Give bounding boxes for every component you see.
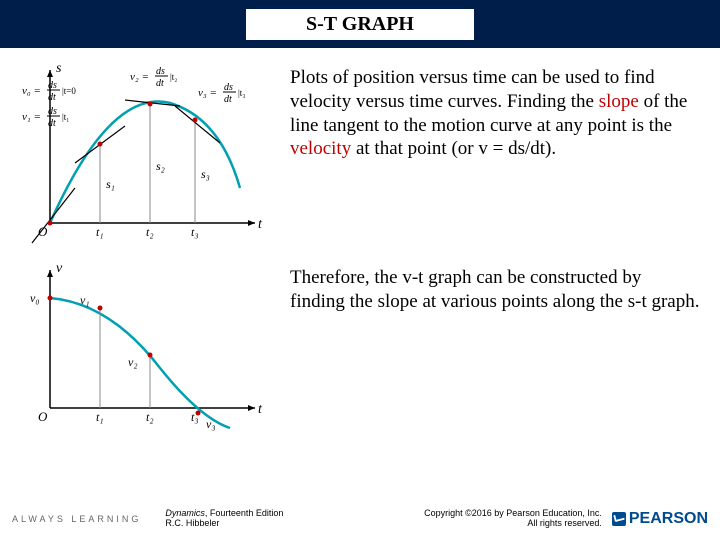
pearson-logo: PEARSON — [612, 510, 708, 528]
svg-text:|t=0: |t=0 — [62, 86, 76, 96]
svg-text:t₂: t₂ — [146, 225, 154, 239]
copyright-line1: Copyright ©2016 by Pearson Education, In… — [424, 508, 602, 518]
svg-text:v: v — [56, 261, 63, 276]
copyright: Copyright ©2016 by Pearson Education, In… — [424, 509, 602, 529]
svg-text:ds: ds — [48, 80, 57, 91]
svg-text:s₃: s₃ — [201, 167, 210, 181]
row-2: v t O t₁ t₂ t₃ v₀ v₁ — [20, 258, 700, 438]
pearson-text: PEARSON — [629, 510, 708, 528]
svg-text:O: O — [38, 224, 48, 239]
pearson-mark-icon — [612, 512, 626, 526]
st-graph: s t O t₁ t₂ — [20, 58, 270, 248]
svg-text:t: t — [258, 402, 263, 417]
content-area: s t O t₁ t₂ — [0, 48, 720, 438]
footer: ALWAYS LEARNING Dynamics, Fourteenth Edi… — [0, 502, 720, 540]
svg-text:t: t — [258, 217, 263, 232]
svg-text:t₁: t₁ — [96, 225, 104, 239]
book-credit: Dynamics, Fourteenth Edition R.C. Hibbel… — [165, 509, 283, 529]
svg-text:O: O — [38, 409, 48, 424]
svg-text:|t₁: |t₁ — [62, 112, 69, 122]
svg-text:v₃: v₃ — [206, 417, 216, 431]
svg-text:t₃: t₃ — [191, 410, 199, 424]
svg-text:v₀: v₀ — [30, 291, 40, 305]
svg-text:v₁ =: v₁ = — [22, 111, 41, 123]
svg-text:s₂: s₂ — [156, 159, 165, 173]
svg-text:t₁: t₁ — [96, 410, 104, 424]
footer-right: Copyright ©2016 by Pearson Education, In… — [424, 509, 708, 529]
svg-text:ds: ds — [224, 82, 233, 93]
svg-text:ds: ds — [48, 106, 57, 117]
book-edition: , Fourteenth Edition — [205, 508, 284, 518]
svg-text:s: s — [56, 61, 62, 76]
paragraph-2: Therefore, the v-t graph can be construc… — [290, 258, 700, 314]
svg-text:v₂: v₂ — [128, 355, 138, 369]
svg-text:v₁: v₁ — [80, 293, 90, 307]
vt-graph: v t O t₁ t₂ t₃ v₀ v₁ — [20, 258, 270, 438]
footer-left: ALWAYS LEARNING Dynamics, Fourteenth Edi… — [12, 509, 283, 529]
p1-velocity: velocity — [290, 138, 351, 159]
svg-text:t₂: t₂ — [146, 410, 154, 424]
always-learning: ALWAYS LEARNING — [12, 514, 141, 524]
p1-slope: slope — [599, 91, 639, 112]
book-author: R.C. Hibbeler — [165, 518, 219, 528]
svg-text:dt: dt — [48, 92, 56, 103]
row-1: s t O t₁ t₂ — [20, 58, 700, 248]
slide-title: S-T GRAPH — [246, 9, 474, 40]
title-bar: S-T GRAPH — [0, 0, 720, 48]
svg-text:ds: ds — [156, 66, 165, 77]
svg-text:v₃ =: v₃ = — [198, 87, 217, 99]
svg-text:|t₂: |t₂ — [170, 72, 177, 82]
book-title: Dynamics — [165, 508, 205, 518]
p1-post: at that point (or v = ds/dt). — [351, 138, 556, 159]
svg-text:v₀ =: v₀ = — [22, 85, 41, 97]
svg-text:t₃: t₃ — [191, 225, 199, 239]
copyright-line2: All rights reserved. — [527, 518, 602, 528]
svg-text:dt: dt — [224, 94, 232, 105]
svg-text:|t₃: |t₃ — [238, 88, 245, 98]
svg-text:dt: dt — [48, 118, 56, 129]
svg-text:dt: dt — [156, 78, 164, 89]
paragraph-1: Plots of position versus time can be use… — [290, 58, 700, 161]
svg-text:s₁: s₁ — [106, 177, 115, 191]
svg-text:v₂ =: v₂ = — [130, 71, 149, 83]
